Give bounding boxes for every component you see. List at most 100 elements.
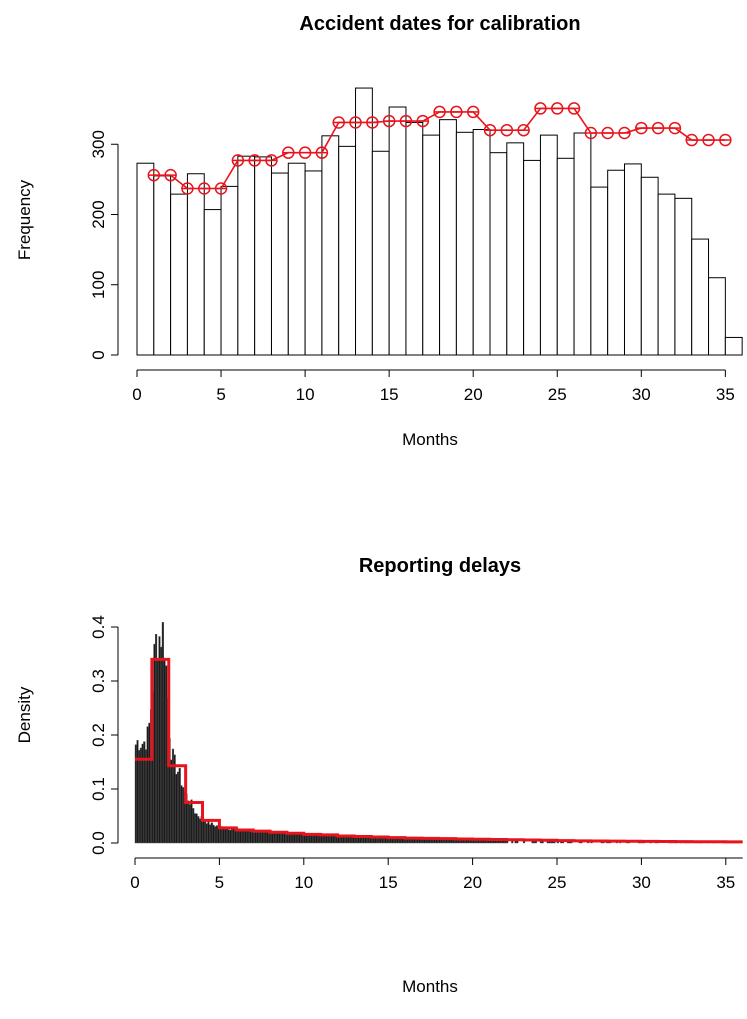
histogram-bar [422,134,441,356]
x-tick-label: 0 [130,873,139,892]
histogram-bar [176,771,180,844]
histogram-bar [640,176,659,356]
histogram-bar [153,643,156,844]
chart1-title: Accident dates for calibration [299,13,580,35]
histogram-bar [173,754,176,844]
histogram-bar [214,826,217,844]
histogram-bar [286,834,289,844]
histogram-bar [388,106,407,356]
histogram-bar [269,831,272,844]
histogram-bar [273,832,276,844]
histogram-bar [607,169,625,356]
y-tick-label: 100 [89,271,108,299]
histogram-bar [237,155,256,356]
histogram-bar [251,831,254,844]
histogram-bar [178,767,181,844]
histogram-bar [156,659,159,844]
histogram-bar [254,832,257,844]
histogram-bar [312,834,315,844]
histogram-bar [293,834,296,844]
histogram-bar [271,833,274,844]
y-tick-label: 0.0 [89,831,108,855]
x-tick-label: 30 [632,385,651,404]
histogram-bar [231,828,234,844]
histogram-bar [310,834,313,844]
histogram-bar [143,741,146,844]
histogram-bar [220,185,239,356]
chart2-x-axis: 0 5 10 15 20 25 30 35 [130,857,743,892]
chart2-title: Reporting delays [359,555,521,577]
chart1-y-label: Frequency [15,179,34,260]
histogram-bar [195,813,198,844]
y-tick-label: 0.4 [89,615,108,639]
histogram-bar [304,170,323,356]
x-tick-label: 25 [548,873,567,892]
histogram-bar [182,787,185,844]
chart1-x-label: Months [402,430,458,449]
histogram-bar [590,186,609,356]
histogram-bar [256,831,259,844]
histogram-bar [241,829,244,844]
histogram-bar [623,163,642,356]
x-tick-label: 15 [380,385,399,404]
histogram-bar [278,832,281,844]
histogram-bar [222,828,225,844]
histogram-bar [691,238,710,356]
histogram-bar [384,837,387,844]
histogram-bar [489,152,508,356]
x-tick-label: 35 [716,873,735,892]
y-tick-label: 0.1 [89,777,108,801]
x-tick-label: 0 [132,385,141,404]
histogram-bar [138,750,141,844]
x-tick-label: 20 [463,873,482,892]
histogram-bar [708,277,726,356]
x-tick-label: 5 [216,385,225,404]
x-tick-label: 35 [716,385,735,404]
histogram-bar [203,209,222,356]
histogram-bar [175,774,178,844]
histogram-bar [288,833,291,844]
y-tick-label: 0.2 [89,723,108,747]
histogram-bar [281,832,284,844]
histogram-bar [237,830,240,844]
histogram-bar [325,835,328,844]
x-tick-label: 30 [632,873,651,892]
histogram-bar [266,831,269,844]
histogram-bar [215,825,218,844]
x-tick-label: 10 [294,873,313,892]
histogram-bar [136,162,155,356]
histogram-bar [405,121,424,356]
histogram-bar [136,740,139,844]
histogram-bar [239,829,242,844]
histogram-bar [523,159,541,356]
histogram-bar [321,135,340,356]
chart1-line-series [147,102,732,195]
histogram-bar [539,134,558,356]
histogram-bar [291,833,294,844]
histogram-bar [180,785,183,844]
histogram-bar [165,665,168,844]
histogram-bar [247,830,250,844]
histogram-bar [170,759,173,844]
histogram-bar [187,800,190,844]
chart1-y-axis: 0 100 200 300 [89,130,119,360]
histogram-bar [205,823,208,844]
histogram-bar [139,747,142,844]
chart2-y-label: Density [15,686,34,743]
histogram-bar [246,830,249,844]
x-tick-label: 25 [548,385,567,404]
histogram-bar [274,832,277,844]
histogram-bar [192,808,195,844]
histogram-bar [210,822,213,844]
histogram-bar [264,830,267,844]
histogram-bar [506,142,525,356]
histogram-bar [186,173,205,356]
chart2-x-label: Months [402,977,458,996]
histogram-bar [556,157,575,356]
histogram-bar [367,837,370,844]
histogram-bar [207,820,210,844]
histogram-bar [161,622,164,844]
histogram-bar [323,835,326,844]
chart1-bars [136,87,743,356]
